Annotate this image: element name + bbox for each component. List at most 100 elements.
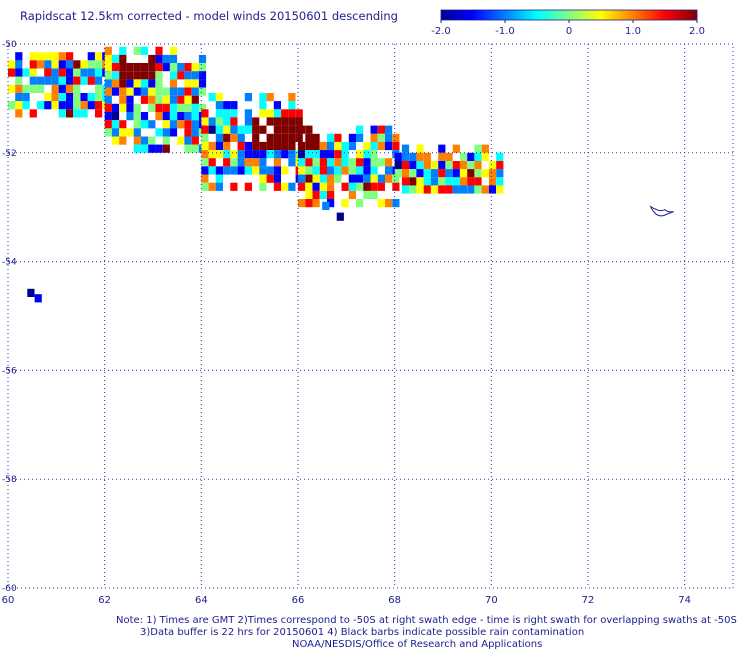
heatmap-cell — [104, 120, 112, 129]
colorbar-tick-label: -2.0 — [431, 26, 451, 37]
heatmap-cell — [327, 174, 335, 183]
heatmap-cell — [259, 101, 267, 110]
heatmap-cell — [401, 185, 410, 194]
heatmap-cell — [184, 63, 192, 72]
heatmap-cell — [496, 185, 504, 194]
heatmap-cell — [401, 161, 410, 170]
heatmap-cell — [237, 133, 245, 142]
heatmap-cell — [298, 174, 306, 183]
colorbar: -2.0 -1.0 0 1.0 2.0 — [431, 9, 705, 37]
heatmap-cell — [51, 68, 59, 77]
heatmap-cell — [44, 76, 52, 85]
heatmap-cell — [334, 174, 342, 183]
heatmap-cell — [230, 133, 238, 142]
heatmap-cell — [370, 125, 378, 134]
heatmap-cell — [252, 141, 260, 151]
heatmap-cell — [392, 133, 400, 142]
heatmap-cell — [298, 141, 306, 151]
heatmap-cell — [73, 76, 81, 85]
heatmap-cell — [252, 125, 260, 134]
heatmap-cell — [273, 150, 281, 159]
heatmap-cell — [169, 46, 178, 55]
heatmap-cell — [191, 87, 199, 96]
heatmap-cell — [496, 177, 504, 186]
heatmap-cell — [273, 174, 281, 183]
heatmap-cell — [184, 136, 192, 145]
heatmap-cell — [201, 166, 209, 175]
heatmap-cell — [140, 79, 149, 88]
heatmap-cell — [230, 101, 238, 110]
heatmap-cell — [104, 63, 112, 72]
heatmap-cell — [191, 95, 199, 104]
heatmap-cell — [155, 112, 163, 121]
heatmap-cell — [305, 133, 313, 142]
heatmap-cell — [319, 150, 327, 159]
heatmap-cell — [452, 177, 460, 186]
heatmap-cell — [73, 101, 81, 110]
heatmap-cell — [169, 120, 178, 129]
heatmap-cell — [252, 158, 260, 167]
heatmap-cell — [73, 60, 81, 69]
heatmap-cell — [15, 101, 23, 110]
heatmap-cell — [259, 158, 267, 167]
heatmap-cell — [133, 46, 141, 55]
heatmap-cell — [201, 117, 209, 126]
frame-rect — [7, 43, 734, 589]
heatmap-cell — [377, 158, 385, 167]
heatmap-cell — [401, 177, 410, 186]
heatmap-cell — [201, 133, 209, 142]
heatmap-cell — [191, 79, 199, 88]
heatmap-cell — [201, 174, 209, 183]
heatmap-cell — [15, 76, 23, 85]
heatmap-cell — [191, 103, 199, 112]
heatmap-cell — [305, 199, 313, 208]
heatmap-cell — [66, 109, 74, 118]
heatmap-cell — [295, 109, 303, 118]
heatmap-cell — [119, 128, 127, 137]
heatmap-cell — [288, 158, 296, 167]
heatmap-cell — [15, 84, 23, 93]
heatmap-cell — [133, 87, 141, 96]
heatmap-cell — [111, 112, 120, 121]
heatmap-cell — [385, 166, 393, 175]
heatmap-cell — [459, 152, 468, 161]
heatmap-cell — [394, 161, 402, 170]
heatmap-cell — [37, 84, 45, 93]
heatmap-cell — [126, 87, 134, 96]
heatmap-cell — [438, 169, 446, 178]
heatmap-cell — [155, 46, 163, 55]
heatmap-cell — [312, 141, 320, 151]
heatmap-cell — [104, 103, 112, 112]
heatmap-cell — [259, 109, 267, 118]
heatmap-cell — [119, 103, 127, 112]
heatmap-cell — [259, 141, 267, 151]
heatmap-cell — [481, 169, 489, 178]
heatmap-cell — [15, 52, 23, 61]
heatmap-cell — [348, 166, 356, 175]
heatmap-cell — [95, 52, 103, 61]
heatmap-cell — [281, 109, 289, 118]
heatmap-cell — [392, 174, 400, 183]
heatmap-cell — [162, 144, 170, 153]
heatmap-cell — [266, 133, 274, 142]
heatmap-cell — [58, 84, 66, 93]
heatmap-cell — [327, 199, 335, 208]
heatmap-cell — [169, 71, 178, 80]
x-tick-label: 62 — [98, 595, 111, 606]
heatmap-cell — [244, 109, 252, 118]
heatmap-cell — [305, 166, 313, 175]
y-tick-label: -50 — [2, 40, 17, 50]
heatmap-cell — [356, 133, 364, 142]
heatmap-cell — [44, 68, 52, 77]
heatmap-cell — [327, 190, 335, 200]
heatmap-cell — [162, 54, 170, 64]
heatmap-cell — [348, 190, 356, 200]
heatmap-cell — [288, 150, 296, 159]
heatmap-cell — [51, 60, 59, 69]
heatmap-cell — [467, 177, 475, 186]
heatmap-cell — [208, 182, 216, 191]
heatmap-cell — [394, 169, 402, 178]
heatmap-cell — [438, 185, 446, 194]
heatmap-cell — [126, 103, 134, 112]
note-line-2: 3)Data buffer is 22 hrs for 20150601 4) … — [140, 627, 585, 638]
